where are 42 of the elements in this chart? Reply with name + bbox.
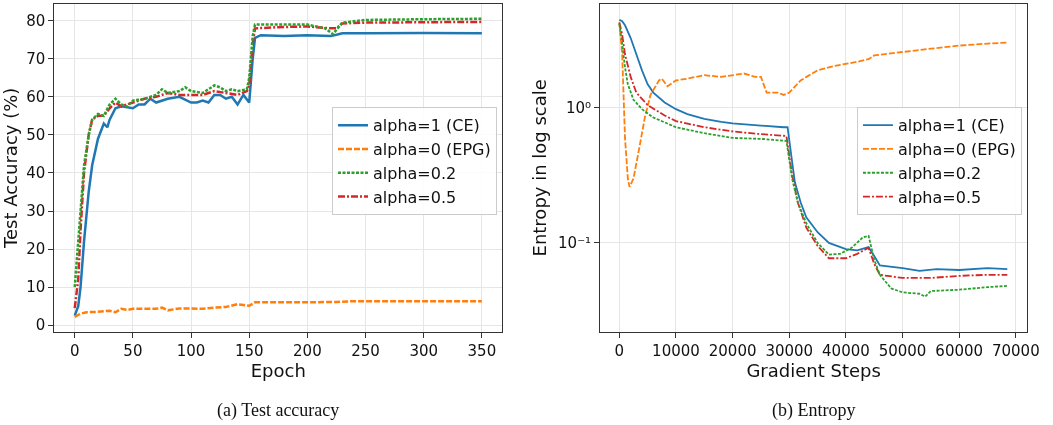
y-tick-label: 50 bbox=[26, 126, 46, 145]
x-tick-label: 250 bbox=[351, 341, 380, 360]
x-tick-label: 50 bbox=[123, 341, 143, 360]
y-tick-label: 60 bbox=[26, 88, 46, 107]
x-axis-title: Gradient Steps bbox=[746, 359, 881, 381]
y-axis-title: Test Accuracy (%) bbox=[0, 87, 21, 249]
x-tick-label: 300 bbox=[409, 341, 439, 360]
legend-label: alpha=0.2 bbox=[897, 163, 982, 183]
legend-label: alpha=0.5 bbox=[373, 187, 457, 207]
legend-label: alpha=1 (CE) bbox=[373, 116, 480, 136]
y-tick-label: 10 bbox=[26, 278, 46, 297]
y-axis-title: Entropy in log scale bbox=[529, 79, 551, 257]
x-tick-label: 0 bbox=[69, 341, 80, 360]
x-tick-label: 100 bbox=[176, 341, 206, 360]
x-tick-label: 150 bbox=[234, 341, 264, 360]
y-tick-label: 70 bbox=[26, 50, 46, 69]
x-tick-label: 70000 bbox=[991, 341, 1040, 360]
x-tick-label: 30000 bbox=[765, 341, 814, 360]
legend-label: alpha=0 (EPG) bbox=[897, 140, 1016, 160]
y-tick-label: 80 bbox=[26, 11, 46, 30]
y-tick-label: 20 bbox=[26, 240, 46, 259]
x-axis-title: Epoch bbox=[250, 359, 306, 381]
y-tick-label: 10⁻¹ bbox=[558, 234, 592, 253]
x-tick-label: 200 bbox=[293, 341, 322, 360]
legend-label: alpha=0 (EPG) bbox=[373, 140, 491, 160]
y-tick-label: 40 bbox=[26, 164, 46, 183]
x-tick-label: 10000 bbox=[652, 341, 700, 360]
y-tick-label: 30 bbox=[26, 202, 46, 221]
legend-label: alpha=0.5 bbox=[897, 187, 982, 207]
text: (b) Entropy bbox=[772, 400, 856, 421]
x-tick-label: 0 bbox=[614, 341, 625, 360]
x-tick-label: 50000 bbox=[878, 341, 927, 360]
line-series bbox=[73, 299, 484, 319]
x-tick-label: 40000 bbox=[822, 341, 870, 360]
y-tick-label: 10⁰ bbox=[565, 99, 592, 118]
legend-label: alpha=1 (CE) bbox=[897, 116, 1005, 136]
y-tick-label: 0 bbox=[35, 316, 46, 335]
x-tick-label: 350 bbox=[467, 341, 497, 360]
x-tick-label: 60000 bbox=[935, 341, 984, 360]
text: (a) Test accuracy bbox=[217, 400, 340, 421]
x-tick-label: 20000 bbox=[708, 341, 757, 360]
legend-label: alpha=0.2 bbox=[373, 163, 457, 183]
